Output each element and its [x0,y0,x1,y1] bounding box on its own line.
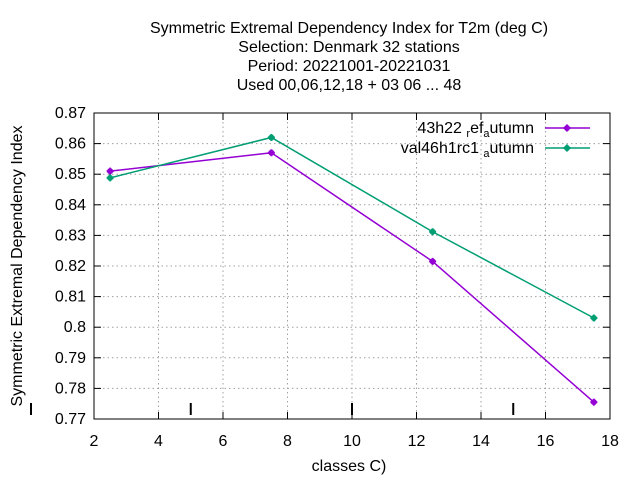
series-line-1 [110,152,595,403]
title-line-1: Symmetric Extremal Dependency Index for … [150,20,548,37]
title-line-4: Used 00,06,12,18 + 03 06 ... 48 [237,77,462,94]
y-tick-label: 0.82 [55,258,86,275]
x-tick-label: 4 [154,433,163,450]
y-tick-label: 0.83 [55,227,86,244]
x-tick-label: 2 [90,433,99,450]
point-marker-dot [564,145,570,151]
series-line-2 [109,136,595,319]
point-marker-dot [107,168,114,175]
point-marker-dot [590,315,597,322]
data-point [590,314,598,322]
data-point [106,167,114,175]
y-tick-label: 0.8 [64,319,86,336]
x-tick-label: 18 [601,433,619,450]
data-point [590,398,598,406]
y-tick-label: 0.77 [55,411,86,428]
x-tick-label: 16 [537,433,555,450]
x-tick-label: 10 [343,433,361,450]
x-tick-label: 8 [283,433,292,450]
point-marker-dot [107,174,114,181]
y-tick-label: 0.86 [55,136,86,153]
plot-series [106,133,598,406]
x-tick-label: 14 [472,433,490,450]
legend-marker [563,124,571,132]
tick-labels: 0.77 0.78 0.79 0.8 0.81 0.82 0.83 0.84 0.85 0.86 0… [55,105,619,450]
point-marker-dot [268,134,275,141]
legend-label-2: val46h1rc1 autumn [401,140,534,160]
chart-title: Symmetric Extremal Dependency Index for … [150,20,548,94]
point-marker-dot [564,125,570,131]
y-tick-label: 0.87 [55,105,86,122]
title-line-2: Selection: Denmark 32 stations [238,39,459,56]
data-point [429,257,437,265]
grid-lines [94,113,610,419]
y-tick-label: 0.79 [55,350,86,367]
x-tick-label: 6 [219,433,228,450]
data-point [267,149,275,157]
title-line-3: Period: 20221001-20221031 [248,58,451,75]
data-point [106,174,114,182]
y-tick-label: 0.81 [55,289,86,306]
axes [93,112,611,420]
x-tick-label: 12 [408,433,426,450]
y-tick-label: 0.84 [55,197,86,214]
x-axis-label: classes C) [312,458,387,475]
class-markers [189,403,515,415]
plot-border [93,112,611,420]
legend-marker [563,144,571,152]
point-marker-dot [268,149,275,156]
y-tick-label: 0.78 [55,380,86,397]
y-axis-label: Symmetric Extremal Dependency Index [9,126,26,407]
point-marker-dot [429,228,436,235]
point-marker-dot [429,258,436,265]
y-tick-label: 0.85 [55,166,86,183]
legend-label-1: 43h22 refautumn [417,120,534,140]
data-point [267,133,275,141]
data-point [429,228,437,236]
point-marker-dot [590,399,597,406]
